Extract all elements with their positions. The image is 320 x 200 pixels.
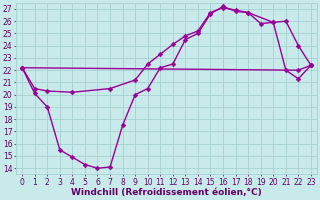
X-axis label: Windchill (Refroidissement éolien,°C): Windchill (Refroidissement éolien,°C): [71, 188, 262, 197]
